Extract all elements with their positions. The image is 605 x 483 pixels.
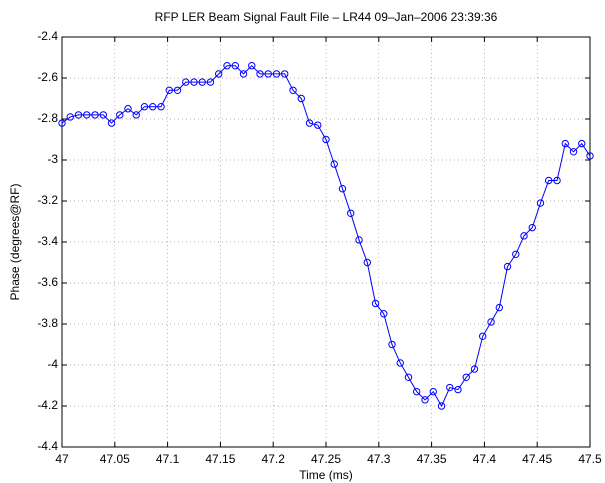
data-point (198, 78, 206, 86)
y-tick-label: -4.4 (37, 439, 58, 453)
data-point (380, 310, 388, 318)
data-point (429, 387, 437, 396)
data-point (99, 111, 107, 119)
x-tick-label: 47.25 (311, 452, 341, 466)
data-point (396, 359, 404, 367)
data-point (446, 383, 454, 392)
y-tick-label: -3.8 (37, 316, 58, 330)
y-tick-label: -4 (47, 357, 58, 371)
data-point (553, 176, 561, 185)
x-axis-label: Time (ms) (299, 468, 353, 482)
x-tick-label: 47 (55, 452, 69, 466)
data-point (578, 139, 586, 148)
data-point (206, 78, 215, 86)
x-tick-label: 47.5 (578, 452, 602, 466)
x-tick-label: 47.35 (417, 452, 447, 466)
data-point (83, 111, 91, 119)
x-tick-label: 47.05 (100, 452, 130, 466)
data-point (487, 318, 495, 326)
data-point (58, 119, 66, 127)
y-tick-label: -2.8 (37, 111, 58, 125)
data-point (569, 148, 578, 156)
data-point (330, 160, 338, 168)
data-point (215, 70, 223, 78)
data-point (421, 396, 429, 404)
data-point (520, 232, 528, 240)
data-point (149, 103, 157, 111)
y-tick-label: -3 (47, 152, 58, 166)
data-point (132, 111, 140, 119)
data-point (272, 70, 281, 78)
data-point (561, 139, 569, 148)
data-point (256, 70, 264, 78)
chart-title: RFP LER Beam Signal Fault File – LR44 09… (155, 10, 498, 24)
data-point (165, 86, 173, 95)
data-point (437, 402, 446, 410)
y-tick-label: -3.6 (37, 275, 58, 289)
data-point (545, 176, 553, 185)
y-axis-label: Phase (degrees@RF) (8, 184, 22, 301)
data-point (388, 340, 396, 349)
data-point (91, 111, 99, 119)
data-point (190, 78, 198, 86)
data-point (239, 70, 248, 78)
data-point (363, 258, 371, 267)
x-tick-label: 47.4 (473, 452, 497, 466)
data-point (182, 78, 190, 86)
x-tick-label: 47.3 (367, 452, 391, 466)
data-point (74, 111, 83, 119)
data-point (512, 250, 520, 259)
data-point (248, 61, 256, 70)
data-point (264, 70, 272, 78)
y-tick-label: -4.2 (37, 398, 58, 412)
data-point (454, 385, 462, 394)
data-point (124, 105, 132, 113)
x-tick-label: 47.45 (522, 452, 552, 466)
data-point (297, 94, 305, 103)
data-point (231, 61, 239, 70)
data-point (536, 199, 545, 207)
data-point (281, 70, 289, 78)
data-point (404, 373, 413, 381)
data-point (322, 135, 330, 144)
data-point (173, 86, 182, 95)
data-point (289, 86, 297, 95)
y-tick-label: -3.2 (37, 193, 58, 207)
y-tick-label: -3.4 (37, 234, 58, 248)
data-point (314, 121, 322, 129)
data-point (503, 262, 512, 271)
data-point (413, 387, 421, 396)
data-point (140, 103, 149, 111)
x-tick-label: 47.1 (156, 452, 180, 466)
data-point (107, 119, 116, 127)
data-point (371, 299, 380, 308)
data-point (116, 111, 124, 119)
y-tick-label: -2.6 (37, 70, 58, 84)
data-point (495, 303, 503, 312)
plot-frame (61, 36, 591, 448)
data-point (347, 209, 355, 218)
data-point (223, 61, 231, 70)
data-point (462, 373, 470, 381)
data-point (470, 365, 479, 373)
data-point (586, 152, 594, 160)
data-point (66, 113, 74, 121)
data-point (157, 103, 165, 111)
x-tick-label: 47.2 (262, 452, 286, 466)
x-tick-label: 47.15 (205, 452, 235, 466)
data-point (355, 236, 363, 244)
data-point (479, 332, 487, 340)
data-point (338, 185, 347, 193)
data-point (305, 119, 314, 127)
y-tick-label: -2.4 (37, 29, 58, 43)
data-point (528, 223, 536, 232)
